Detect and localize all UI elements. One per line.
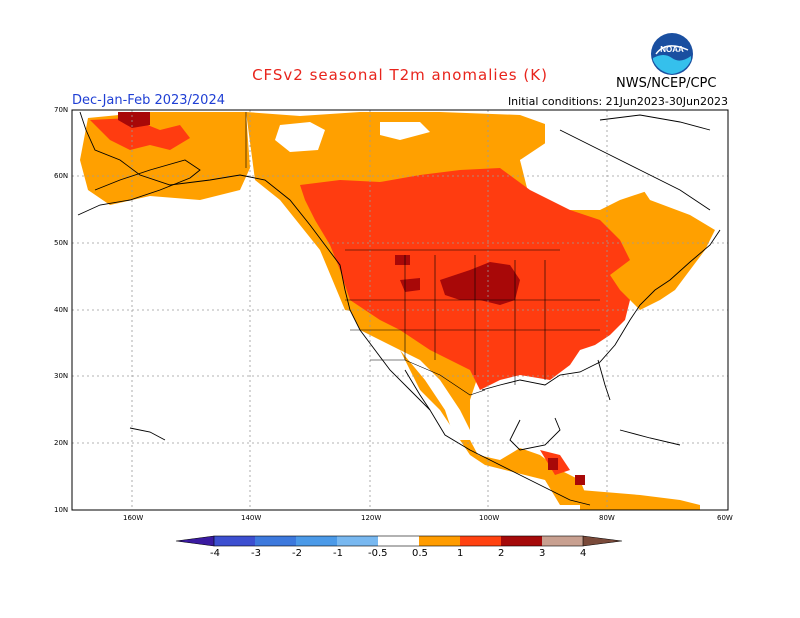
colorbar-label: -1 <box>333 548 343 559</box>
colorbar-swatch-5 <box>378 536 419 546</box>
colorbar-label: -4 <box>210 548 220 559</box>
colorbar-label: 3 <box>539 548 546 559</box>
colorbar-label: 1 <box>457 548 464 559</box>
colorbar-swatch-7 <box>460 536 501 546</box>
lat-label: 40N <box>54 306 69 314</box>
colorbar <box>175 535 623 547</box>
lon-label: 60W <box>717 514 733 522</box>
agency-label: NWS/NCEP/CPC <box>616 76 717 91</box>
lat-label: 30N <box>54 372 69 380</box>
colorbar-swatch-1 <box>214 536 255 546</box>
colorbar-label: 0.5 <box>412 548 428 559</box>
lon-label: 100W <box>479 514 500 522</box>
colorbar-right-arrow <box>583 536 622 546</box>
initial-conditions: Initial conditions: 21Jun2023-30Jun2023 <box>507 95 728 108</box>
noaa-logo: NOAA <box>651 33 693 75</box>
map-frame <box>71 109 729 511</box>
lat-label: 50N <box>54 239 69 247</box>
season-label: Dec-Jan-Feb 2023/2024 <box>72 93 225 108</box>
colorbar-swatch-8 <box>501 536 542 546</box>
coastlines <box>77 111 721 506</box>
lat-label: 10N <box>54 506 69 514</box>
lon-label: 160W <box>123 514 144 522</box>
colorbar-swatch-2 <box>255 536 296 546</box>
lat-label: 20N <box>54 439 69 447</box>
colorbar-label: -3 <box>251 548 261 559</box>
colorbar-left-arrow <box>176 536 214 546</box>
colorbar-swatch-4 <box>337 536 378 546</box>
colorbar-label: 2 <box>498 548 505 559</box>
logo-text: NOAA <box>660 45 684 54</box>
colorbar-label: -0.5 <box>368 548 388 559</box>
lon-label: 80W <box>599 514 615 522</box>
colorbar-swatch-3 <box>296 536 337 546</box>
lat-label: 70N <box>54 106 69 114</box>
lon-label: 120W <box>361 514 382 522</box>
colorbar-label: 4 <box>580 548 587 559</box>
political-borders <box>245 112 600 396</box>
lon-label: 140W <box>241 514 262 522</box>
lat-label: 60N <box>54 172 69 180</box>
colorbar-swatch-9 <box>542 536 583 546</box>
colorbar-swatch-6 <box>419 536 460 546</box>
map-title: CFSv2 seasonal T2m anomalies (K) <box>252 66 548 84</box>
near-normal-region <box>275 122 650 455</box>
colorbar-label: -2 <box>292 548 302 559</box>
